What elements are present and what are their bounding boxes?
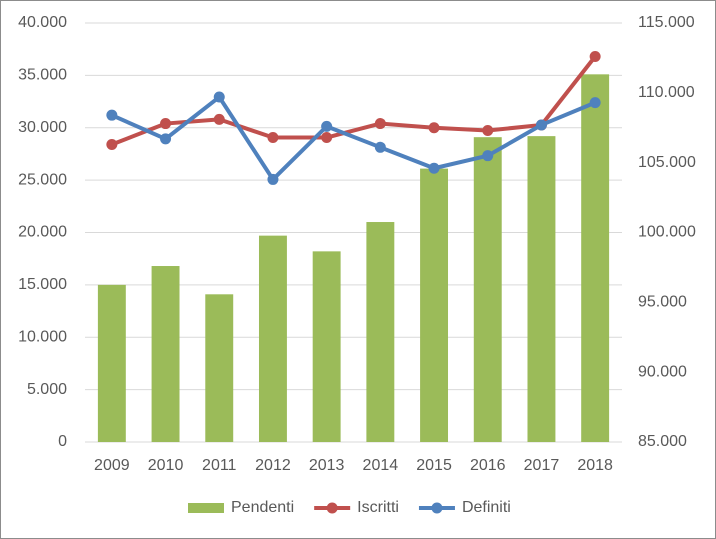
marker bbox=[482, 150, 494, 162]
marker bbox=[428, 122, 440, 134]
marker bbox=[589, 51, 601, 63]
marker bbox=[213, 113, 225, 125]
line bbox=[111, 95, 596, 182]
bar bbox=[151, 266, 180, 442]
y2-tick-label: 90.000 bbox=[638, 363, 687, 380]
bar bbox=[205, 294, 234, 442]
marker bbox=[267, 173, 279, 185]
marker bbox=[160, 118, 172, 130]
y2-tick-label: 85.000 bbox=[638, 433, 687, 450]
marker bbox=[589, 97, 601, 109]
marker bbox=[267, 132, 279, 144]
bar bbox=[312, 251, 341, 442]
y2-tick-label: 105.000 bbox=[638, 154, 696, 171]
marker bbox=[160, 133, 172, 145]
bar bbox=[258, 235, 287, 442]
x-tick-label: 2010 bbox=[148, 457, 184, 474]
marker bbox=[374, 141, 386, 153]
marker bbox=[213, 91, 225, 103]
marker bbox=[535, 119, 547, 131]
y-tick-label: 15.000 bbox=[18, 276, 67, 293]
y2-tick-label: 115.000 bbox=[638, 14, 695, 31]
legend-swatch bbox=[188, 503, 224, 513]
marker bbox=[321, 120, 333, 132]
x-tick-label: 2018 bbox=[577, 457, 613, 474]
legend-label: Definiti bbox=[462, 499, 511, 516]
bar bbox=[473, 137, 502, 443]
x-tick-label: 2017 bbox=[524, 457, 560, 474]
legend-swatch bbox=[326, 502, 338, 514]
x-tick-label: 2009 bbox=[94, 457, 130, 474]
y-tick-label: 0 bbox=[58, 433, 67, 450]
bar bbox=[420, 168, 449, 443]
marker bbox=[321, 132, 333, 144]
x-tick-label: 2015 bbox=[416, 457, 452, 474]
legend-label: Pendenti bbox=[231, 499, 294, 516]
x-tick-label: 2014 bbox=[363, 457, 399, 474]
y2-tick-label: 100.000 bbox=[638, 224, 696, 241]
x-tick-label: 2011 bbox=[202, 457, 237, 474]
legend-swatch bbox=[431, 502, 443, 514]
y-tick-label: 35.000 bbox=[18, 67, 67, 84]
marker bbox=[106, 109, 118, 121]
y-tick-label: 20.000 bbox=[18, 224, 67, 241]
y-tick-label: 25.000 bbox=[18, 171, 67, 188]
marker bbox=[428, 162, 440, 174]
y-tick-label: 5.000 bbox=[27, 381, 67, 398]
bar bbox=[97, 284, 126, 442]
y2-tick-label: 95.000 bbox=[638, 294, 687, 311]
x-tick-label: 2012 bbox=[255, 457, 291, 474]
bar bbox=[581, 74, 610, 442]
marker bbox=[374, 118, 386, 130]
bar bbox=[366, 222, 395, 442]
bar bbox=[527, 136, 556, 442]
marker bbox=[482, 125, 494, 137]
legend-label: Iscritti bbox=[357, 499, 399, 516]
y2-tick-label: 110.000 bbox=[638, 84, 695, 101]
marker bbox=[106, 139, 118, 151]
y-tick-label: 10.000 bbox=[18, 328, 67, 345]
y-tick-label: 40.000 bbox=[18, 14, 67, 31]
x-tick-label: 2013 bbox=[309, 457, 345, 474]
line bbox=[111, 55, 597, 147]
x-tick-label: 2016 bbox=[470, 457, 506, 474]
y-tick-label: 30.000 bbox=[18, 119, 67, 136]
